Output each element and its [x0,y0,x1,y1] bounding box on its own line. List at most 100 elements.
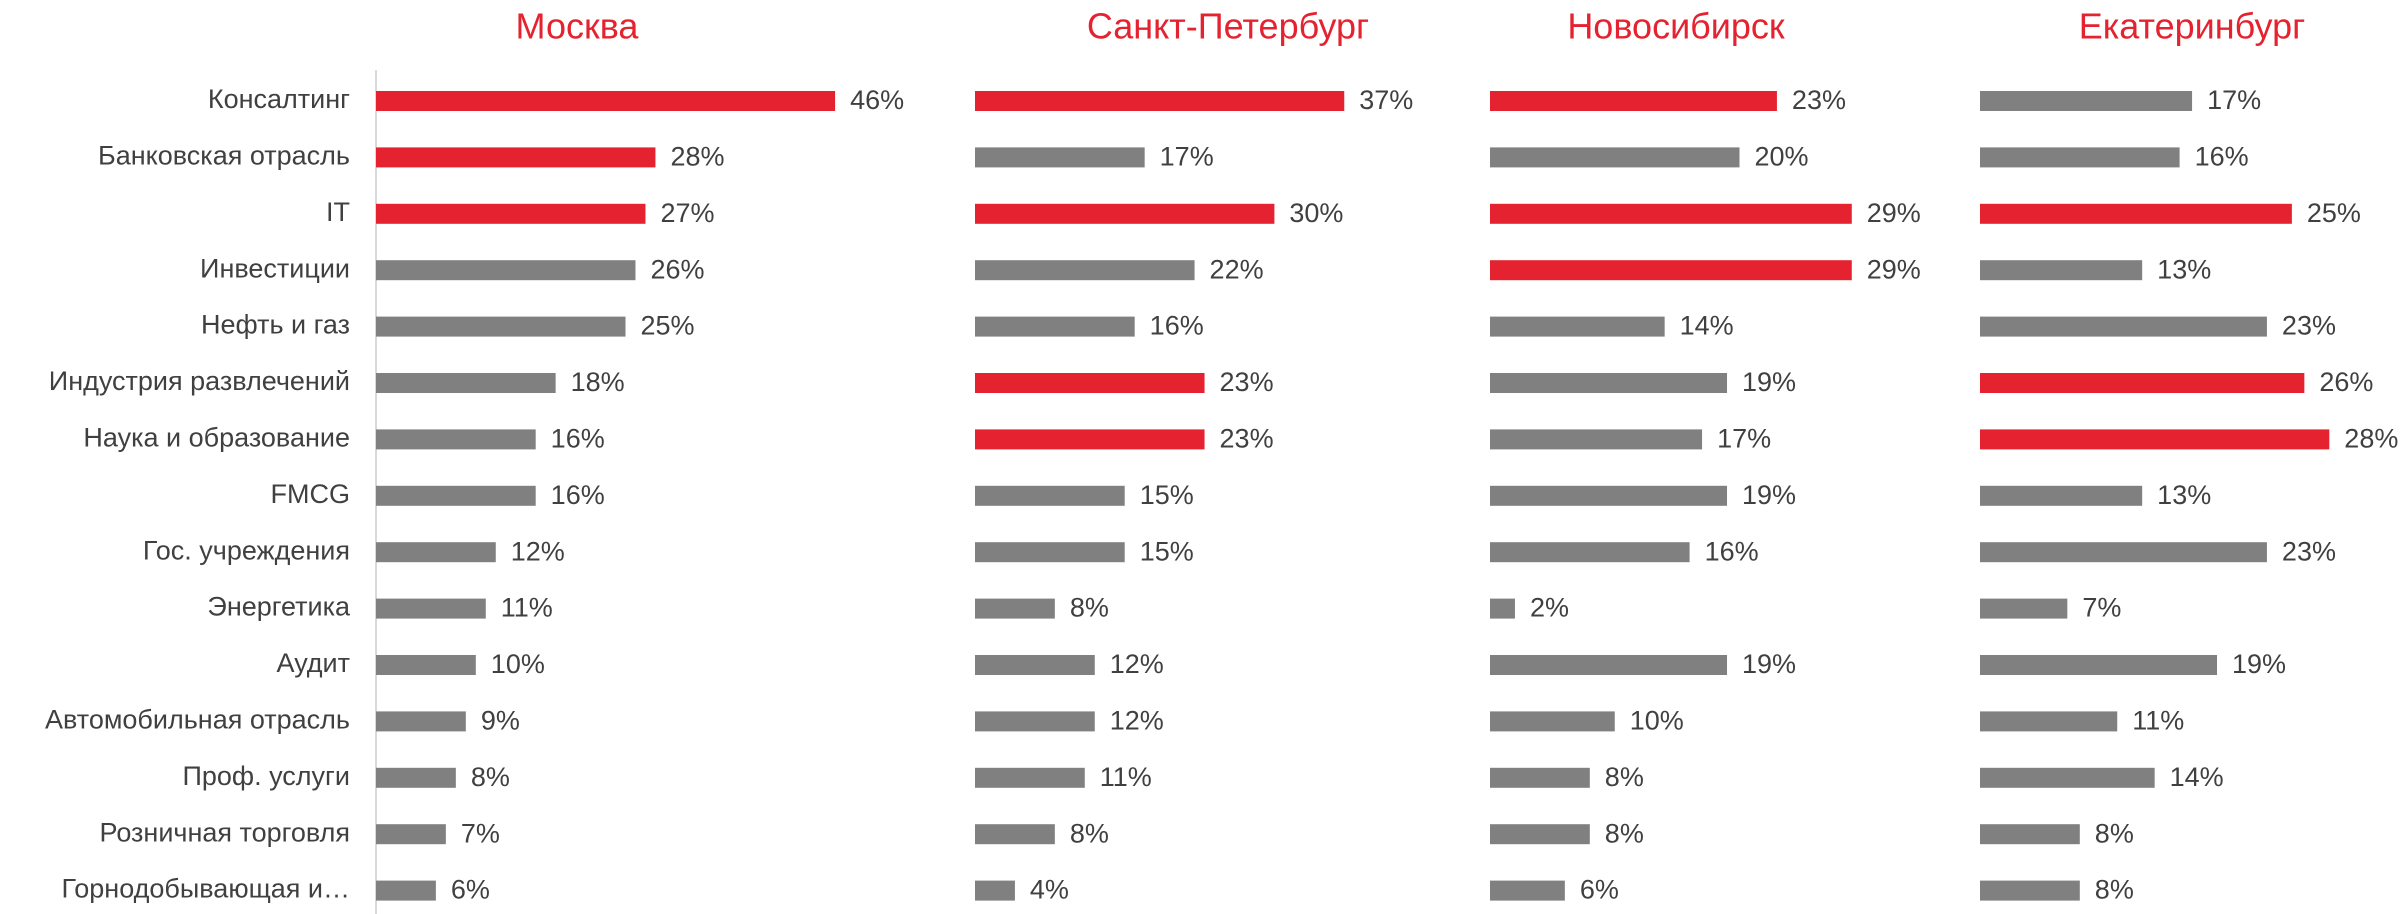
bar [1490,373,1728,393]
category-label: Аудит [276,648,350,678]
panel-title: Екатеринбург [2079,6,2305,47]
value-label: 46% [850,85,904,115]
category-label: Индустрия развлечений [49,366,350,396]
value-label: 26% [2319,367,2373,397]
panel-title: Москва [516,6,640,47]
bar [975,373,1205,393]
value-label: 11% [2132,706,2184,736]
value-label: 19% [1742,649,1796,679]
value-label: 30% [1289,198,1343,228]
bar [1490,485,1728,506]
bar [376,485,536,506]
value-label: 16% [2195,142,2249,172]
value-label: 9% [481,706,520,736]
value-label: 12% [1110,706,1164,736]
bar [1490,542,1690,563]
bar [1980,711,2118,732]
value-label: 8% [1070,593,1109,623]
bar [975,880,1015,901]
category-label: Энергетика [207,592,351,622]
bar [1980,203,2292,224]
value-label: 37% [1359,85,1413,115]
bar [376,316,626,337]
bar [975,429,1205,450]
category-label: Проф. услуги [182,761,350,791]
value-label: 14% [2170,762,2224,792]
value-label: 17% [2207,85,2261,115]
value-label: 2% [1530,593,1569,623]
value-label: 29% [1867,254,1921,284]
bar [975,91,1345,111]
bar [376,260,636,281]
value-label: 16% [551,424,605,454]
bar [1980,373,2305,393]
value-label: 16% [551,480,605,510]
value-label: 23% [1220,367,1274,397]
bar [1490,316,1665,337]
value-label: 4% [1030,875,1069,905]
value-label: 23% [1220,424,1274,454]
value-label: 10% [1630,706,1684,736]
value-label: 8% [1070,818,1109,848]
value-label: 16% [1150,311,1204,341]
value-label: 6% [1580,875,1619,905]
bar [1980,147,2180,168]
bar [376,429,536,450]
category-label: Нефть и газ [201,310,350,340]
value-label: 23% [1792,85,1846,115]
bar [376,203,646,224]
value-label: 7% [2082,593,2121,623]
bar [376,598,486,619]
bar [975,316,1135,337]
bar [975,260,1195,281]
category-label: Розничная торговля [100,817,351,847]
bar [1490,880,1565,901]
value-label: 12% [511,536,565,566]
bar [975,542,1125,563]
bar [376,91,836,111]
bar [1980,91,2193,111]
bar [1980,824,2080,845]
category-label: Инвестиции [200,253,350,283]
value-label: 15% [1140,480,1194,510]
bar [1980,260,2143,281]
value-label: 20% [1755,142,1809,172]
category-label: Гос. учреждения [143,535,350,565]
bar [975,767,1085,788]
value-label: 6% [451,875,490,905]
bar [376,880,436,901]
bar [376,542,496,563]
value-label: 17% [1160,142,1214,172]
value-label: 15% [1140,536,1194,566]
value-label: 18% [571,367,625,397]
bar [376,824,446,845]
value-label: 13% [2157,480,2211,510]
bar [1980,880,2080,901]
value-label: 26% [650,254,704,284]
category-label: FMCG [271,479,350,509]
value-label: 16% [1705,536,1759,566]
bar [1980,485,2143,506]
value-label: 28% [670,142,724,172]
category-label: Консалтинг [208,84,350,114]
bar [1980,598,2068,619]
value-label: 12% [1110,649,1164,679]
panel-title: Новосибирск [1567,6,1785,47]
bar [1490,147,1740,168]
bar [1490,598,1515,619]
value-label: 8% [1605,762,1644,792]
bar [1980,655,2218,675]
value-label: 29% [1867,198,1921,228]
bar [1490,655,1728,675]
value-label: 19% [1742,367,1796,397]
bar [1980,767,2155,788]
value-label: 19% [2232,649,2286,679]
bar [1490,711,1615,732]
value-label: 13% [2157,254,2211,284]
bar [1980,542,2267,563]
bar [975,824,1055,845]
bar [1490,260,1852,281]
bar [376,373,556,393]
bar [376,147,656,168]
